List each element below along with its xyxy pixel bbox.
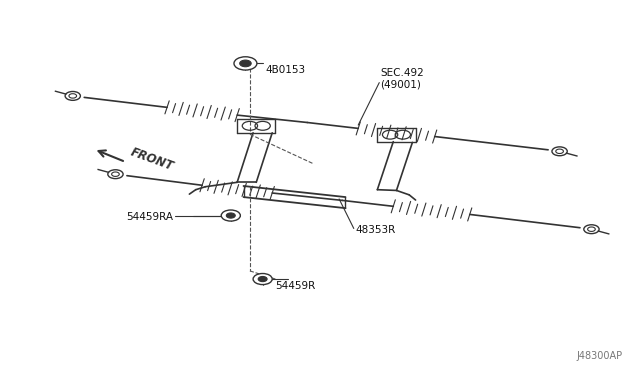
Text: FRONT: FRONT (129, 145, 175, 173)
Text: SEC.492
(49001): SEC.492 (49001) (381, 68, 424, 90)
Text: 54459R: 54459R (275, 282, 316, 291)
Circle shape (258, 276, 267, 282)
Text: 4B0153: 4B0153 (266, 65, 306, 75)
Text: J48300AP: J48300AP (577, 352, 623, 361)
Circle shape (227, 213, 236, 218)
Circle shape (221, 210, 241, 221)
Text: 48353R: 48353R (355, 225, 396, 235)
Circle shape (253, 273, 272, 285)
Circle shape (234, 57, 257, 70)
Circle shape (240, 60, 251, 67)
Text: 54459RA: 54459RA (127, 212, 173, 222)
